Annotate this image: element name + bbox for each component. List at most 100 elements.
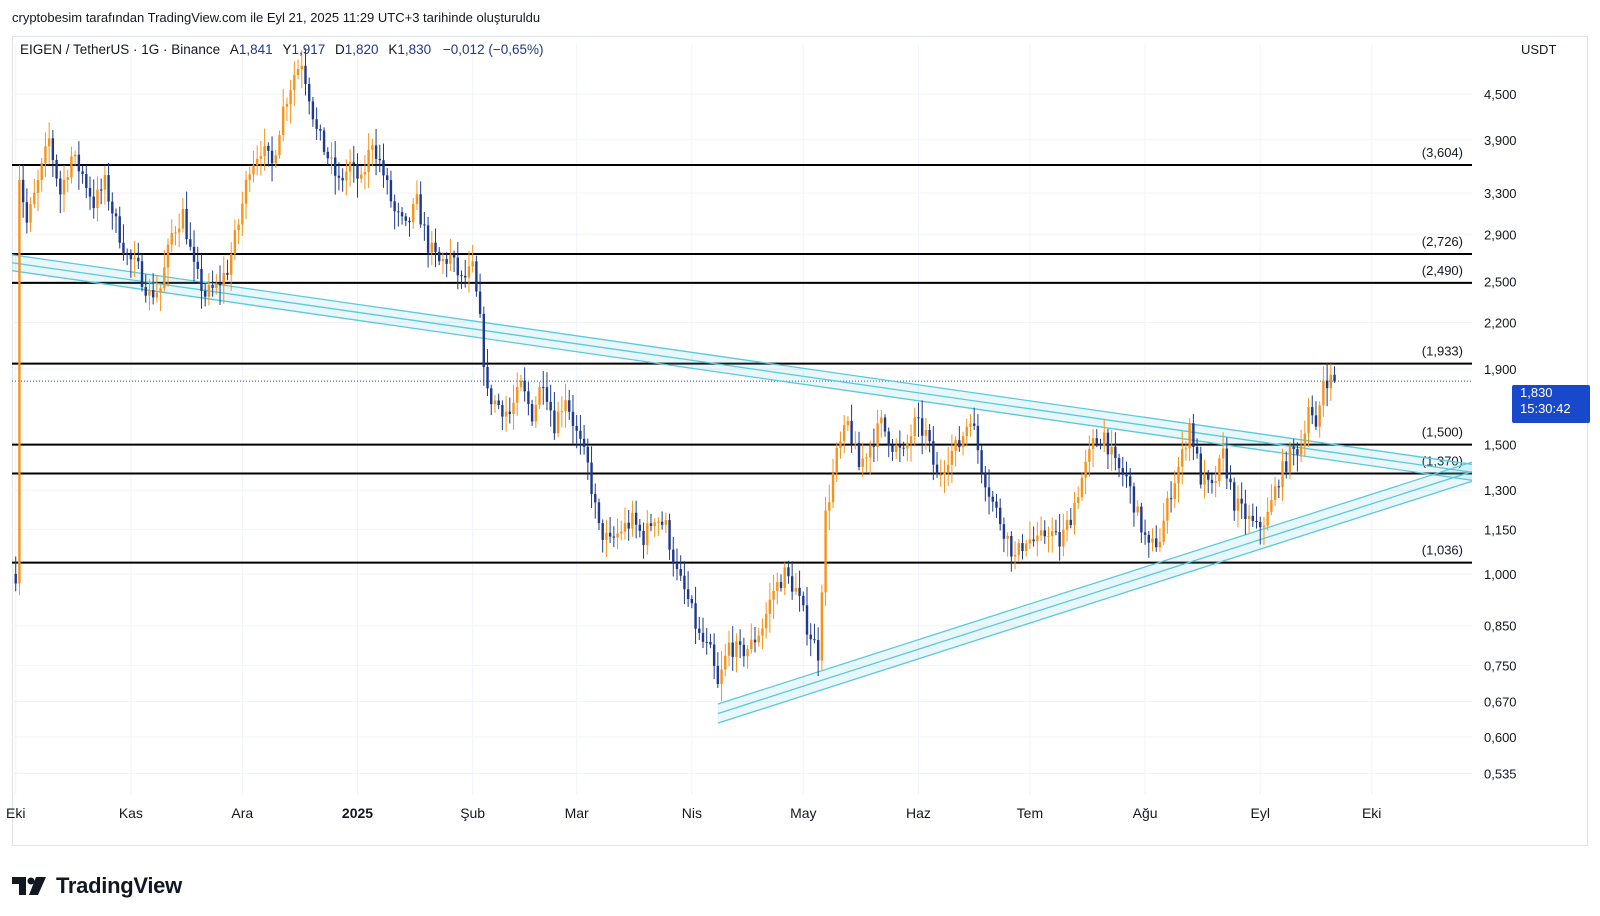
- candle-body: [883, 417, 887, 432]
- candle-body: [1322, 380, 1325, 406]
- candle-body: [939, 474, 942, 476]
- candle-body: [252, 165, 255, 175]
- x-tick-label: Haz: [906, 805, 931, 821]
- y-tick-label: 1,300: [1484, 483, 1517, 498]
- candle-body: [779, 581, 783, 588]
- candle-body: [958, 440, 961, 448]
- candle-body: [185, 208, 188, 240]
- candle-body: [972, 423, 976, 426]
- candle-body: [623, 522, 627, 532]
- candle-body: [404, 216, 407, 221]
- candle-body: [776, 581, 779, 591]
- candle-body: [122, 242, 125, 254]
- candle-body: [1155, 538, 1158, 548]
- candle-body: [1244, 503, 1247, 519]
- candle-body: [586, 446, 590, 463]
- candle-body: [412, 203, 415, 223]
- candle-body: [1058, 532, 1061, 547]
- symbol-name[interactable]: EIGEN / TetherUS · 1G · Binance: [20, 42, 221, 57]
- channel-lines-layer: [11, 254, 1473, 724]
- candle-body: [207, 285, 211, 297]
- candle-body: [701, 632, 705, 642]
- candle-body: [304, 65, 307, 85]
- candle-body: [263, 145, 266, 157]
- candle-body: [438, 251, 441, 262]
- candle-body: [140, 261, 144, 288]
- candle-body: [18, 179, 21, 584]
- candle-body: [932, 441, 935, 465]
- candle-body: [768, 599, 772, 614]
- candle-body: [1110, 446, 1113, 455]
- candle-body: [129, 254, 133, 260]
- candle-body: [1021, 543, 1024, 552]
- candle-body: [631, 512, 634, 529]
- candle-body: [1143, 532, 1147, 535]
- candle-body: [244, 179, 248, 204]
- candle-body: [367, 149, 370, 172]
- candle-body: [1325, 380, 1329, 389]
- x-tick-label: Ara: [231, 805, 253, 821]
- candle-body: [389, 180, 393, 202]
- candle-body: [720, 669, 723, 685]
- tradingview-logo[interactable]: TradingView: [12, 871, 182, 901]
- y-tick-label: 0,750: [1484, 659, 1517, 674]
- candle-body: [14, 573, 17, 584]
- candle-body: [125, 253, 129, 255]
- candle-body: [616, 533, 619, 538]
- candle-body: [757, 635, 760, 643]
- candle-body: [1125, 474, 1128, 477]
- candle-body: [1099, 443, 1102, 446]
- change-value: −0,012 (−0,65%): [442, 42, 544, 57]
- candle-body: [33, 192, 36, 205]
- y-tick-label: 3,900: [1484, 133, 1517, 148]
- candle-body: [293, 75, 296, 91]
- y-tick-label: 4,500: [1484, 87, 1517, 102]
- x-tick-label: Kas: [119, 805, 143, 821]
- candle-body: [965, 426, 968, 437]
- candle-body: [166, 244, 170, 268]
- y-tick-label: 0,600: [1484, 730, 1517, 745]
- candle-body: [337, 175, 341, 178]
- candle-body: [724, 655, 727, 670]
- candle-body: [727, 642, 731, 656]
- candle-body: [1218, 458, 1221, 482]
- candle-body: [794, 587, 798, 592]
- candle-body: [1162, 520, 1165, 542]
- candle-body: [835, 447, 838, 474]
- candle-body: [1117, 458, 1121, 469]
- candle-body: [1314, 415, 1318, 427]
- candle-body: [746, 649, 749, 657]
- candle-body: [880, 417, 883, 424]
- candle-body: [1073, 502, 1076, 526]
- candle-body: [434, 242, 437, 252]
- candle-body: [612, 536, 616, 538]
- candle-body: [1121, 468, 1124, 475]
- candle-body: [705, 641, 708, 643]
- candle-body: [177, 228, 181, 233]
- candle-body: [44, 146, 47, 164]
- candle-body: [1010, 536, 1013, 557]
- candle-body: [464, 275, 467, 278]
- candle-body: [363, 171, 367, 175]
- candle-body: [787, 567, 790, 577]
- candle-body: [542, 387, 545, 389]
- candle-body: [248, 174, 251, 180]
- candle-body: [360, 174, 363, 179]
- currency-label[interactable]: USDT: [1521, 42, 1557, 57]
- x-tick-label: Tem: [1017, 805, 1043, 821]
- candle-body: [1065, 519, 1069, 530]
- candle-body: [1024, 543, 1028, 552]
- candle-body: [1136, 506, 1139, 513]
- candle-body: [497, 400, 500, 406]
- candle-body: [1039, 530, 1043, 536]
- grid-layer: [12, 44, 1472, 795]
- candle-body: [846, 420, 850, 426]
- candle-body: [1151, 538, 1154, 543]
- candle-body: [1062, 529, 1065, 547]
- candle-body: [545, 387, 549, 402]
- candle-body: [1288, 446, 1292, 472]
- candle-body: [1158, 541, 1162, 548]
- candle-body: [415, 194, 419, 204]
- candle-body: [920, 418, 924, 436]
